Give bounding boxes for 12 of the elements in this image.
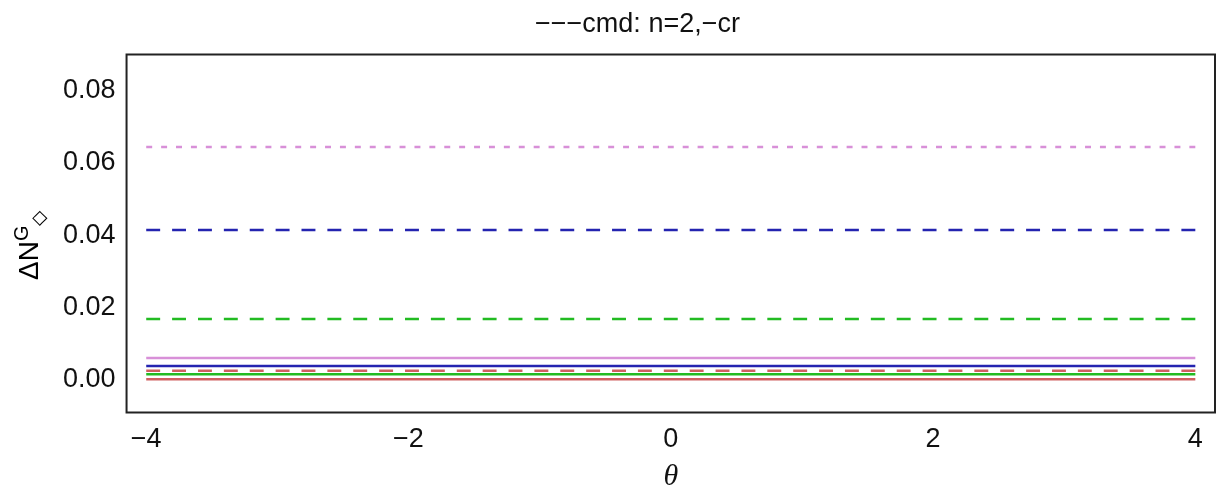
x-tick-label: 4 bbox=[1187, 423, 1203, 454]
chart-title: −−−cmd: n=2,−cr bbox=[535, 7, 740, 38]
y-tick-label: 0.04 bbox=[62, 218, 116, 249]
x-tick-label: 2 bbox=[925, 423, 941, 454]
x-tick-label: −2 bbox=[393, 423, 424, 454]
y-tick-label: 0.08 bbox=[62, 74, 116, 105]
y-tick-label: 0.06 bbox=[62, 146, 116, 177]
x-axis-title: θ bbox=[663, 457, 679, 491]
x-tick-label: 0 bbox=[663, 423, 679, 454]
y-tick-label: 0.02 bbox=[62, 291, 116, 322]
x-tick-label: −4 bbox=[130, 423, 162, 454]
y-tick-label: 0.00 bbox=[62, 363, 116, 394]
